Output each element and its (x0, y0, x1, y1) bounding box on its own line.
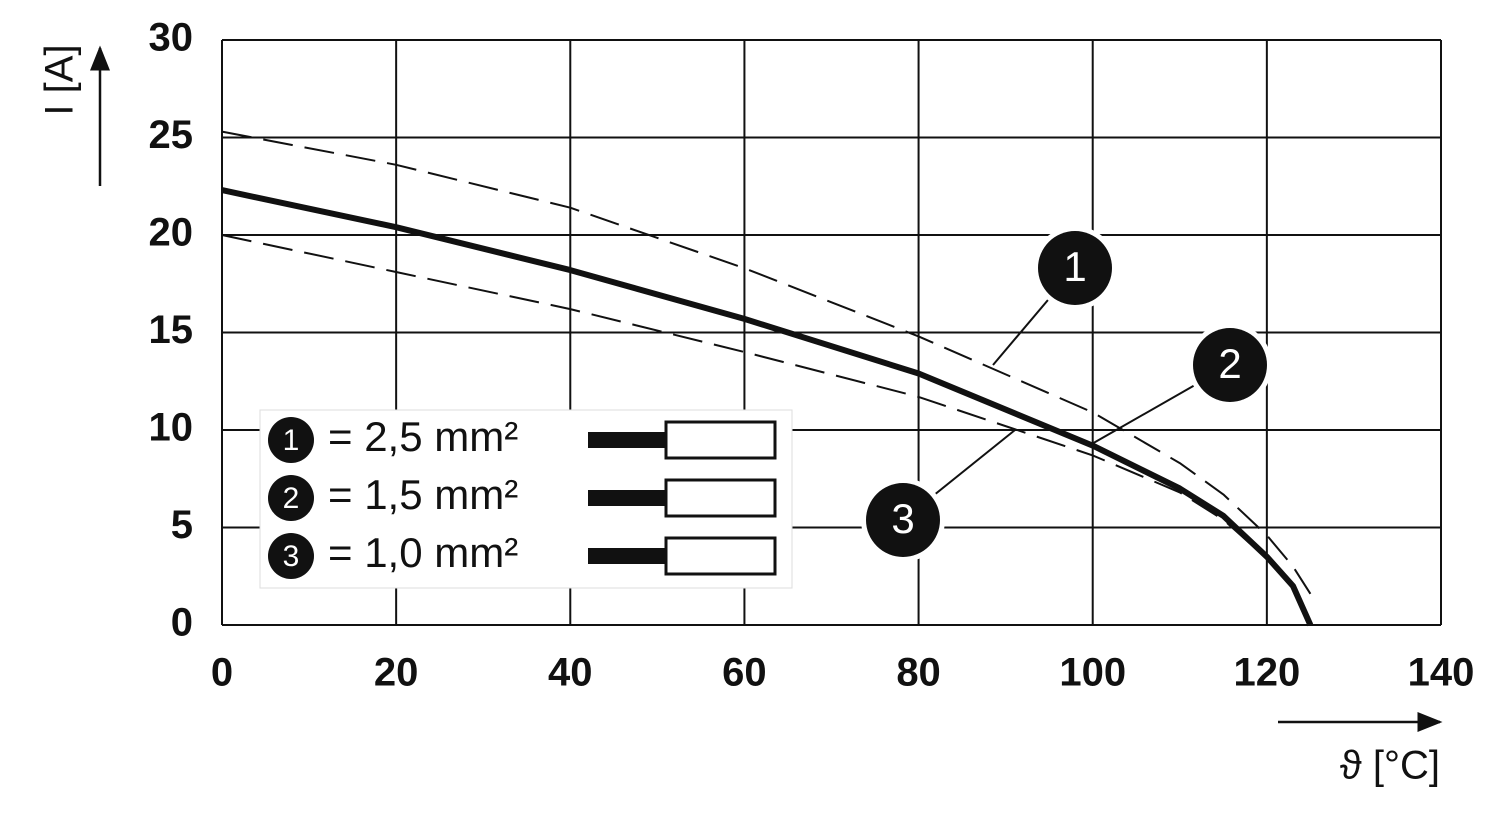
x-axis-label: ϑ [°C] (1340, 744, 1440, 788)
series-line (221, 187, 1314, 627)
legend-marker-label: 2 (283, 482, 300, 515)
callout-label: 2 (1218, 340, 1241, 387)
legend-marker-label: 3 (283, 540, 300, 573)
x-tick-label: 80 (896, 651, 941, 695)
callout-circle (1193, 328, 1267, 402)
x-tick-label: 140 (1408, 651, 1475, 695)
wire-core (588, 490, 668, 506)
wire-core (588, 432, 668, 448)
series-line (221, 130, 1312, 595)
legend-marker (268, 417, 314, 463)
y-tick-label: 20 (149, 211, 194, 255)
y-axis-label: I [A] (38, 44, 82, 115)
wire-core (588, 548, 668, 564)
wire-insulation (664, 420, 777, 460)
legend-label: = 2,5 mm² (328, 413, 518, 460)
wire-insulation (664, 478, 777, 518)
y-tick-label: 30 (149, 16, 194, 60)
callout-circle (1038, 231, 1112, 305)
y-tick-label: 25 (149, 113, 194, 157)
legend-label: = 1,5 mm² (328, 471, 518, 518)
x-tick-label: 20 (374, 651, 419, 695)
y-tick-label: 15 (149, 308, 194, 352)
legend-label: = 1,0 mm² (328, 529, 518, 576)
x-tick-label: 100 (1059, 651, 1126, 695)
y-tick-label: 0 (171, 601, 193, 645)
series-line (221, 234, 1312, 626)
legend-marker-label: 1 (283, 424, 300, 457)
callout-label: 1 (1063, 243, 1086, 290)
wire-insulation (664, 536, 777, 576)
legend-marker (268, 533, 314, 579)
callout-circle (866, 483, 940, 557)
callout-label: 3 (891, 495, 914, 542)
y-tick-label: 10 (149, 406, 194, 450)
legend-marker (268, 475, 314, 521)
x-tick-label: 60 (722, 651, 767, 695)
y-tick-label: 5 (171, 503, 193, 547)
x-tick-label: 0 (211, 651, 233, 695)
x-tick-label: 40 (548, 651, 593, 695)
x-tick-label: 120 (1233, 651, 1300, 695)
